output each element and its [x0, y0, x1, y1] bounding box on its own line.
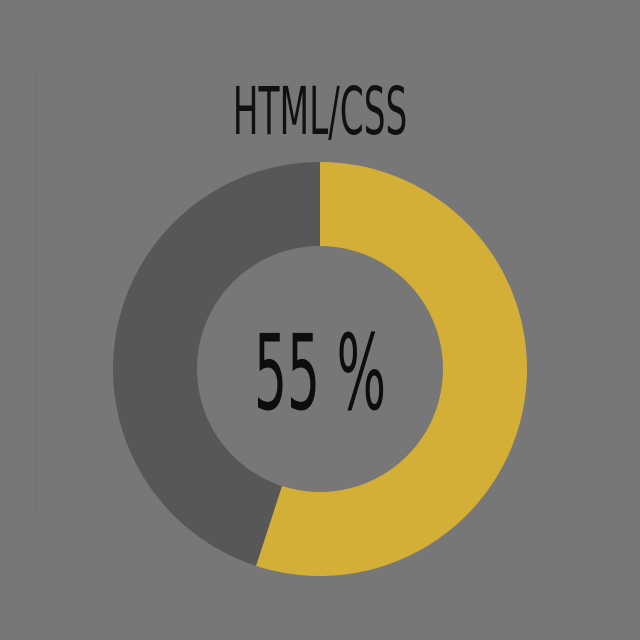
donut-hole [197, 246, 443, 492]
chart-title: HTML/CSS [232, 73, 408, 150]
edge-divider [36, 74, 37, 514]
percentage-label: 55 % [253, 312, 387, 434]
